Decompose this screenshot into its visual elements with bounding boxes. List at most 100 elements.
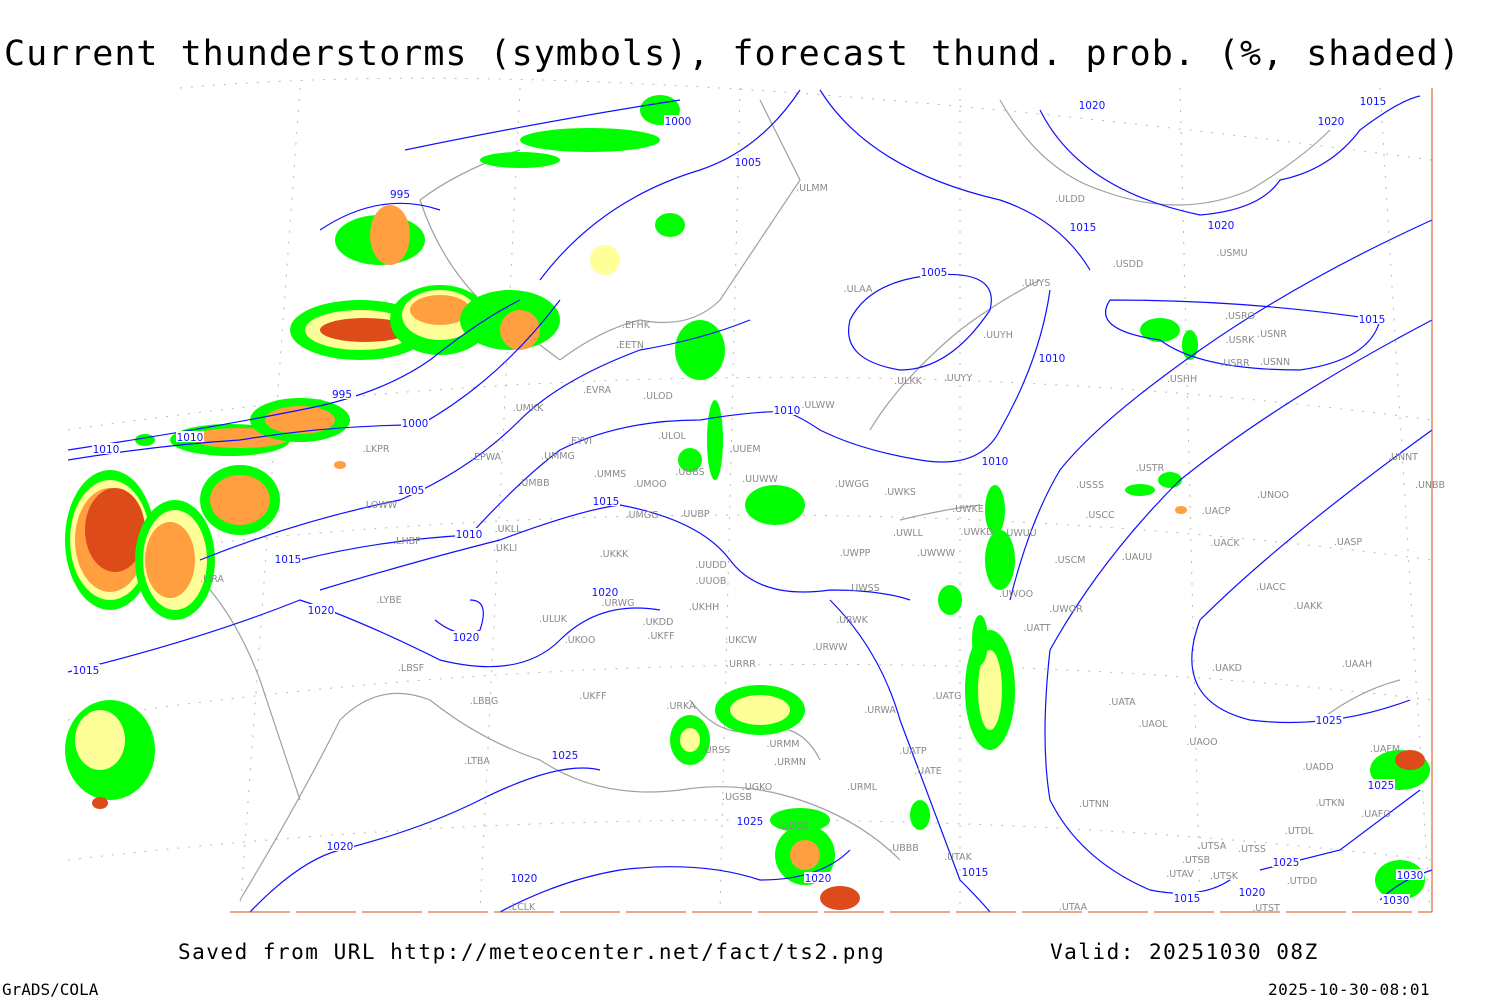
station-label: .UKLI xyxy=(493,543,517,554)
station-label: .UTKN xyxy=(1315,798,1344,809)
isobar-label: 1005 xyxy=(398,485,425,497)
probability-area xyxy=(985,485,1005,535)
isobar-label: 995 xyxy=(332,389,352,401)
station-label: .USCM xyxy=(1055,555,1086,566)
station-label: .UASP xyxy=(1334,537,1363,548)
station-label: .UUYY xyxy=(944,373,973,384)
station-label: .URWA xyxy=(864,705,896,716)
software-credit: GrADS/COLA xyxy=(2,980,99,999)
station-label: .EFHK xyxy=(622,320,651,331)
probability-area xyxy=(210,475,270,525)
station-label: .UUYS xyxy=(1022,278,1051,289)
probability-area xyxy=(1158,472,1182,488)
probability-area xyxy=(520,128,660,152)
probability-area xyxy=(370,205,410,265)
station-label: .ULKK xyxy=(894,376,922,387)
station-label: .UMMS xyxy=(594,469,626,480)
station-label: .UWGG xyxy=(835,479,869,490)
station-label: .USCC xyxy=(1085,510,1115,521)
thunderstorm-probability-shading xyxy=(65,95,1430,910)
probability-area xyxy=(770,808,830,832)
station-label: .UWKD xyxy=(961,527,994,538)
station-label: .UWOR xyxy=(1049,604,1083,615)
station-label: .UKCW xyxy=(725,635,757,646)
isobar-label: 1015 xyxy=(1360,96,1387,108)
station-label: .UMOO xyxy=(633,479,666,490)
probability-area xyxy=(820,886,860,910)
station-label: .UAFM xyxy=(1370,744,1400,755)
station-label: .LIRA xyxy=(200,574,224,585)
probability-area xyxy=(1140,318,1180,342)
station-label: .URWG xyxy=(602,598,635,609)
station-label: .UUBS xyxy=(675,467,704,478)
probability-area xyxy=(972,615,988,665)
station-label: .UAOO xyxy=(1186,737,1217,748)
station-label: .UTAV xyxy=(1166,869,1194,880)
probability-area xyxy=(334,461,346,469)
probability-area xyxy=(745,485,805,525)
station-label: .UACP xyxy=(1202,506,1231,517)
station-label: .USRO xyxy=(1225,311,1255,322)
station-label: .EETN xyxy=(616,340,644,351)
isobar-label: 1015 xyxy=(1174,893,1201,905)
probability-area xyxy=(1175,506,1187,514)
station-label: .UAFO xyxy=(1361,809,1390,820)
station-label: .UKDD xyxy=(643,617,674,628)
isobar-label: 1020 xyxy=(308,605,335,617)
probability-area xyxy=(655,213,685,237)
station-label: .UUBP xyxy=(680,509,709,520)
station-label: .UWUU xyxy=(1003,528,1036,539)
isobar-label: 1030 xyxy=(1397,870,1424,882)
station-label: .LCLK xyxy=(509,902,536,913)
isobar-label: 1015 xyxy=(1359,314,1386,326)
station-label: .URWW xyxy=(813,642,849,653)
station-label: .UTST xyxy=(1252,903,1280,914)
station-label: .UWKE xyxy=(952,504,984,515)
probability-area xyxy=(790,840,820,870)
station-label: .LTBA xyxy=(464,756,490,767)
station-label: .UNOO xyxy=(1257,490,1289,501)
station-label: .URKA xyxy=(666,701,696,712)
station-label: .USRR xyxy=(1220,358,1250,369)
probability-area xyxy=(320,318,410,342)
station-label: .UTSS xyxy=(1238,844,1266,855)
probability-area xyxy=(85,488,145,572)
station-label: .UACC xyxy=(1256,582,1286,593)
isobar-label: 1010 xyxy=(93,444,120,456)
station-label: .UAUU xyxy=(1122,552,1152,563)
station-label: .UATE xyxy=(914,766,942,777)
isobar-labels: 1000 1005 995 1020 1015 1020 1015 1020 1005 1015 1… xyxy=(72,95,1424,907)
isobar-label: 1000 xyxy=(665,116,692,128)
isobar-label: 1015 xyxy=(593,496,620,508)
station-label: .UKHH xyxy=(689,602,720,613)
isobar-label: 1015 xyxy=(73,665,100,677)
isobar-label: 1020 xyxy=(511,873,538,885)
probability-area xyxy=(985,530,1015,590)
station-label: .UUDD xyxy=(695,560,727,571)
probability-area xyxy=(910,800,930,830)
probability-area xyxy=(978,650,1002,730)
isobar-label: 1020 xyxy=(327,841,354,853)
station-label: .URMM xyxy=(767,739,800,750)
station-label: .USNN xyxy=(1260,357,1290,368)
station-label: .UWSS xyxy=(848,583,879,594)
station-label: .URRR xyxy=(726,659,756,670)
isobar-label: 1015 xyxy=(1070,222,1097,234)
probability-area xyxy=(500,310,540,350)
probability-area xyxy=(1125,484,1155,496)
isobar-label: 1025 xyxy=(1368,780,1395,792)
station-label: .USTR xyxy=(1136,463,1165,474)
station-label: .UATP xyxy=(899,746,927,757)
probability-area xyxy=(680,728,700,752)
probability-area xyxy=(75,710,125,770)
station-label: .UTSK xyxy=(1210,871,1239,882)
station-label: .EPWA xyxy=(471,452,502,463)
station-label: .UUYH xyxy=(983,330,1013,341)
station-label: .LBSF xyxy=(398,663,424,674)
isobar-label: 1000 xyxy=(402,418,429,430)
station-label: .UKOO xyxy=(565,635,596,646)
station-label: .UKKK xyxy=(600,549,629,560)
map-title: Current thunderstorms (symbols), forecas… xyxy=(4,34,1461,74)
station-label: .UWKS xyxy=(884,487,916,498)
